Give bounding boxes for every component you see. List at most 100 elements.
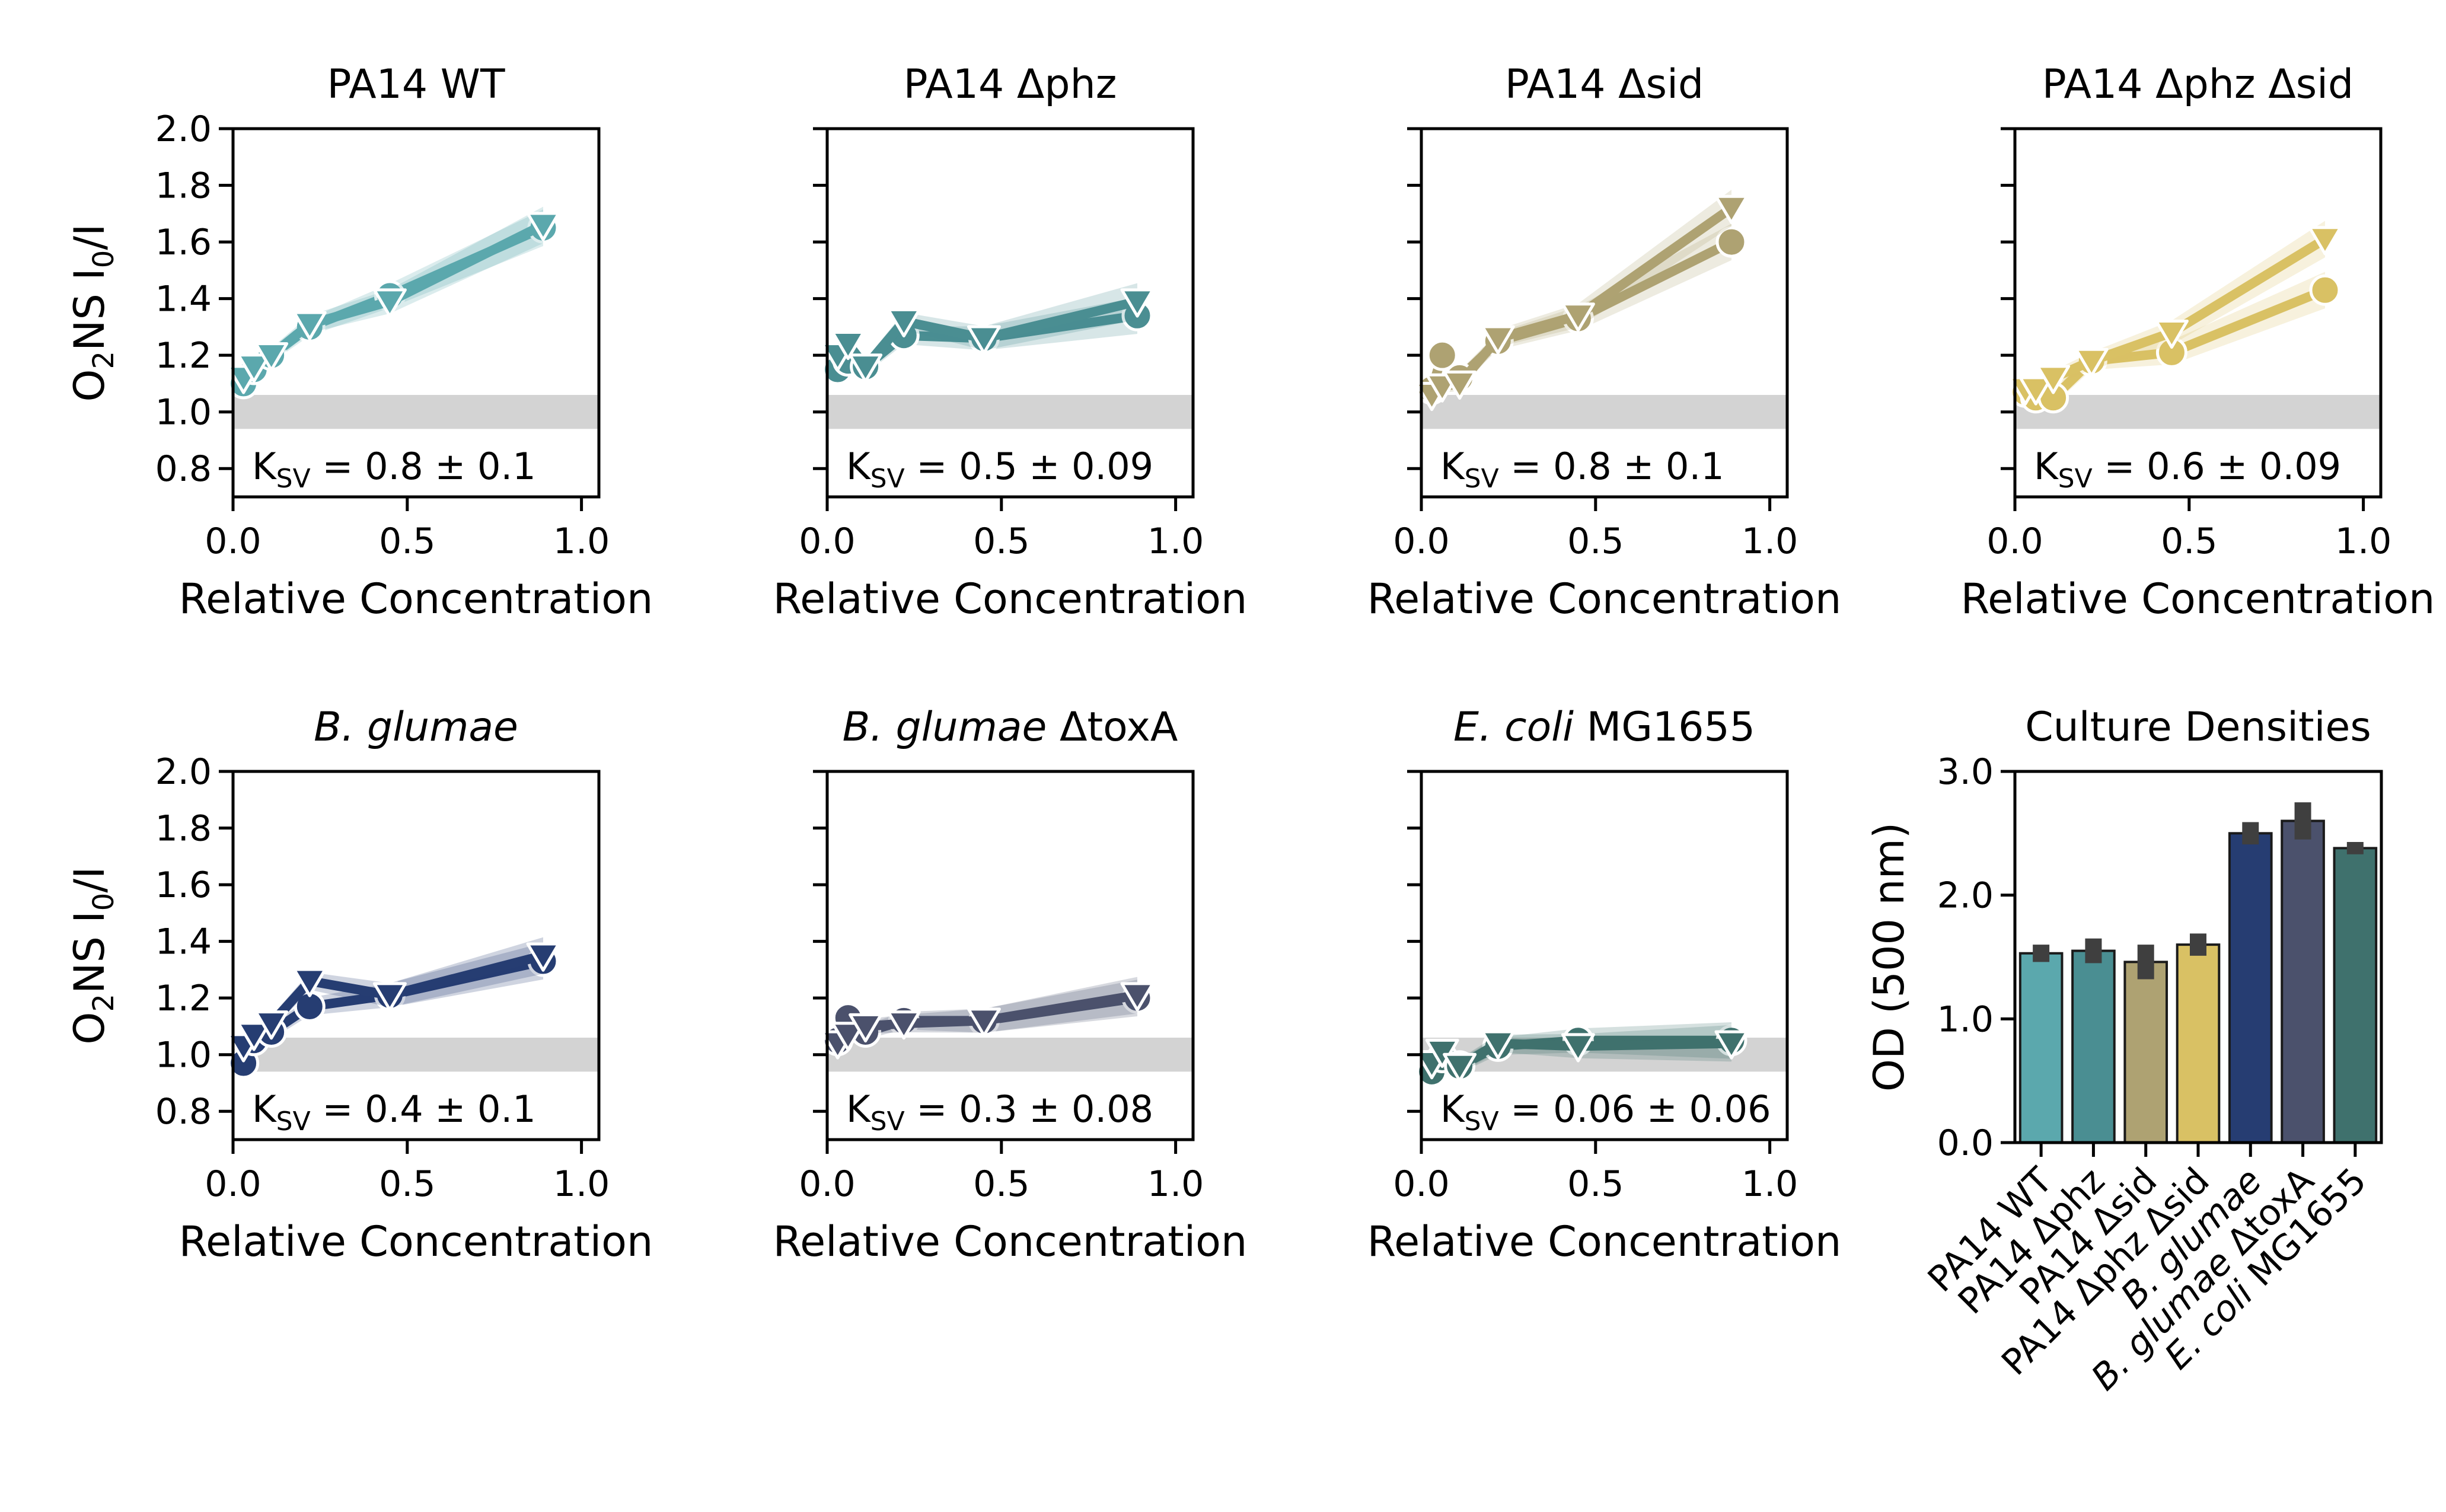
data-point (1443, 1052, 1477, 1082)
reference-band (233, 1038, 599, 1072)
series-triangle (821, 283, 1155, 383)
data-point (292, 968, 327, 997)
panel-title: E. coli MG1655 (1453, 704, 1755, 751)
reference-band (1421, 395, 1787, 429)
ksv-annotation: KSV = 0.3 ± 0.08 (846, 1087, 1153, 1137)
y-tick-label: 2.0 (1937, 875, 1994, 917)
x-tick-label: 1.0 (553, 1163, 610, 1205)
x-tick-label: 1.0 (553, 521, 610, 562)
axes-frame (1420, 127, 1789, 499)
x-tick-label: 0.5 (1567, 1163, 1624, 1205)
series-triangle (227, 937, 560, 1063)
x-axis-label: Relative Concentration (1367, 1217, 1842, 1266)
x-tick-label: 0.0 (799, 521, 855, 562)
x-axis-label: Relative Concentration (1961, 575, 2435, 623)
bar-5 (2228, 832, 2273, 1144)
x-tick-label: 1.0 (1147, 521, 1204, 562)
y-tick-label: 1.6 (155, 865, 212, 906)
x-axis-label: Relative Concentration (773, 1217, 1248, 1266)
y-axis-label: OD (500 nm) (1865, 822, 1914, 1092)
y-tick-label: 1.4 (155, 921, 212, 963)
series-triangle (1415, 189, 1749, 412)
panel-title: B. glumae (314, 704, 518, 751)
series-triangle (821, 977, 1155, 1060)
bar-6 (2281, 819, 2325, 1144)
data-point (1426, 339, 1458, 371)
bar-7 (2333, 847, 2378, 1144)
y-tick-label: 1.0 (155, 1035, 212, 1076)
data-point (831, 1022, 865, 1051)
x-tick-label: 0.0 (205, 521, 261, 562)
panel-6: 0.0 0.5 1.0 Relative Concentration B. glumae… (773, 704, 1248, 1266)
data-point (237, 1022, 271, 1051)
ksv-annotation: KSV = 0.6 ± 0.09 (2034, 445, 2341, 494)
data-point (372, 982, 407, 1012)
bar-3 (2123, 961, 2168, 1144)
data-point (1714, 194, 1749, 224)
bar-4 (2176, 943, 2221, 1144)
x-tick-label: 0.5 (973, 1163, 1029, 1205)
data-point (2018, 376, 2053, 406)
x-tick-label: 0.0 (1986, 521, 2043, 562)
panel-title: B. glumae ΔtoxA (843, 704, 1178, 751)
data-point (886, 1010, 921, 1040)
x-tick-label: 0.0 (799, 1163, 855, 1205)
y-tick-label: 0.0 (1937, 1122, 1994, 1164)
y-tick-label: 3.0 (1937, 751, 1994, 793)
panel-2: 0.0 0.5 1.0 Relative Concentration PA14 Δphz… (773, 61, 1248, 623)
data-point (1714, 1030, 1749, 1060)
data-point (849, 1013, 883, 1043)
ksv-annotation: KSV = 0.8 ± 0.1 (1440, 445, 1724, 494)
x-tick-label: 0.0 (1393, 1163, 1449, 1205)
y-tick-label: 1.2 (155, 978, 212, 1019)
series-triangle (227, 206, 560, 394)
x-tick-label: 1.0 (1742, 1163, 1798, 1205)
reference-band (827, 1038, 1193, 1072)
ksv-annotation: KSV = 0.5 ± 0.09 (846, 445, 1153, 494)
data-point (2308, 226, 2342, 256)
bar-1 (2018, 952, 2064, 1144)
reference-band (233, 395, 599, 429)
data-point (237, 353, 271, 383)
data-point (1120, 288, 1155, 318)
y-tick-label: 1.2 (155, 335, 212, 377)
panel-1: 0.8 1.0 1.2 1.4 1.6 1.8 2.0 0.0 0.5 1.0 Relative C… (65, 61, 653, 623)
panel-7: 0.0 0.5 1.0 Relative Concentration E. coli M… (1367, 704, 1842, 1266)
panel-title: PA14 Δphz Δsid (2042, 61, 2353, 108)
panel-title: PA14 Δsid (1505, 61, 1704, 108)
x-tick-label: 0.5 (2161, 521, 2217, 562)
axes-frame (1420, 770, 1789, 1141)
axes-frame (825, 127, 1195, 499)
axes-frame (825, 770, 1195, 1141)
x-tick-label: 1.0 (1742, 521, 1798, 562)
x-tick-label: 0.5 (379, 521, 435, 562)
reference-band (2015, 395, 2381, 429)
data-point (1715, 226, 1747, 258)
ksv-annotation: KSV = 0.8 ± 0.1 (252, 445, 536, 494)
data-point (254, 342, 289, 372)
x-tick-label: 0.0 (1393, 521, 1449, 562)
data-point (1561, 1033, 1595, 1063)
series-triangle (1415, 1025, 1749, 1082)
data-point (372, 288, 407, 318)
x-tick-label: 1.0 (2335, 521, 2391, 562)
series-triangle (2008, 221, 2342, 406)
reference-band (827, 395, 1193, 429)
data-point (849, 353, 883, 383)
y-tick-label: 0.8 (155, 1091, 212, 1133)
x-axis-label: Relative Concentration (179, 1217, 653, 1266)
x-tick-label: 0.0 (205, 1163, 261, 1205)
bar-2 (2071, 949, 2116, 1144)
data-point (1443, 370, 1477, 400)
x-axis-label: Relative Concentration (179, 575, 653, 623)
data-point (2309, 274, 2341, 306)
x-tick-label: 1.0 (1147, 1163, 1204, 1205)
x-tick-label: 0.5 (973, 521, 1029, 562)
x-axis-label: Relative Concentration (773, 575, 1248, 623)
ksv-annotation: KSV = 0.4 ± 0.1 (252, 1087, 536, 1137)
data-point (1561, 302, 1595, 332)
axes-frame (2013, 127, 2383, 499)
x-tick-label: 0.5 (379, 1163, 435, 1205)
